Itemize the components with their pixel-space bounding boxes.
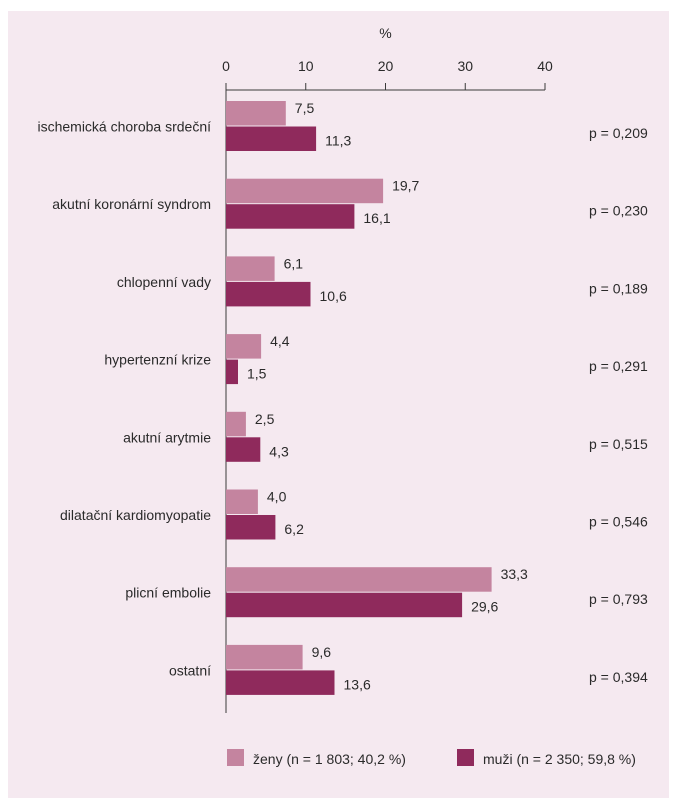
category-label: akutní koronární syndrom (52, 196, 211, 212)
bar-value-label: 2,5 (255, 411, 275, 427)
category-label: dilatační kardiomyopatie (60, 507, 211, 523)
bar-zeny (226, 334, 262, 359)
legend-label: ženy (n = 1 803; 40,2 %) (253, 751, 406, 767)
legend-swatch (227, 749, 244, 766)
bar-zeny (226, 178, 384, 204)
bar-zeny (226, 644, 303, 670)
bar-value-label: 16,1 (363, 210, 390, 226)
p-value-label: p = 0,793 (589, 591, 648, 607)
bar-value-label: 6,2 (284, 521, 304, 537)
bar-value-label: 4,3 (269, 443, 289, 459)
bar-muzi (226, 592, 463, 618)
bar-value-label: 7,5 (295, 100, 315, 116)
category-label: ischemická choroba srdeční (37, 119, 211, 135)
bar-value-label: 33,3 (501, 566, 528, 582)
p-value-label: p = 0,209 (589, 125, 648, 141)
chart-background (8, 11, 669, 798)
category-label: hypertenzní krize (104, 352, 211, 368)
category-label: ostatní (169, 662, 211, 678)
legend-swatch (457, 749, 474, 766)
p-value-label: p = 0,291 (589, 358, 648, 374)
p-value-label: p = 0,394 (589, 669, 648, 685)
x-axis-label: % (379, 25, 391, 41)
bar-value-label: 4,4 (270, 333, 290, 349)
p-value-label: p = 0,189 (589, 280, 648, 296)
p-value-label: p = 0,546 (589, 514, 648, 530)
bar-muzi (226, 281, 311, 307)
bar-value-label: 9,6 (312, 644, 332, 660)
bar-value-label: 6,1 (284, 255, 304, 271)
bar-value-label: 13,6 (344, 676, 371, 692)
bar-muzi (226, 359, 238, 385)
bar-muzi (226, 515, 276, 540)
legend-label: muži (n = 2 350; 59,8 %) (483, 751, 636, 767)
bar-value-label: 11,3 (325, 133, 351, 149)
bar-muzi (226, 204, 355, 229)
category-label: akutní arytmie (123, 429, 211, 445)
bar-muzi (226, 126, 317, 151)
bar-muzi (226, 670, 335, 695)
bar-chart: % 0 10 20 30 40 ischemická choroba srdeční p = … (8, 11, 669, 798)
p-value-label: p = 0,230 (589, 203, 648, 219)
bar-value-label: 29,6 (471, 599, 498, 615)
bar-zeny (226, 101, 286, 126)
bar-muzi (226, 437, 261, 462)
bar-zeny (226, 567, 492, 592)
category-label: chlopenní vady (117, 274, 211, 290)
x-tick-label: 10 (298, 58, 314, 74)
bar-zeny (226, 489, 258, 514)
x-tick-label: 30 (458, 58, 474, 74)
bar-value-label: 1,5 (247, 366, 267, 382)
x-tick-label: 20 (378, 58, 394, 74)
chart-panel: % 0 10 20 30 40 ischemická choroba srdeční p = … (8, 11, 669, 798)
x-tick-label: 40 (537, 58, 553, 74)
x-tick-label: 0 (222, 58, 230, 74)
bar-value-label: 19,7 (392, 178, 419, 194)
bar-value-label: 10,6 (320, 288, 347, 304)
bar-zeny (226, 256, 275, 281)
bar-value-label: 4,0 (267, 489, 287, 505)
category-label: plicní embolie (125, 585, 211, 601)
p-value-label: p = 0,515 (589, 436, 648, 452)
bar-zeny (226, 411, 246, 437)
